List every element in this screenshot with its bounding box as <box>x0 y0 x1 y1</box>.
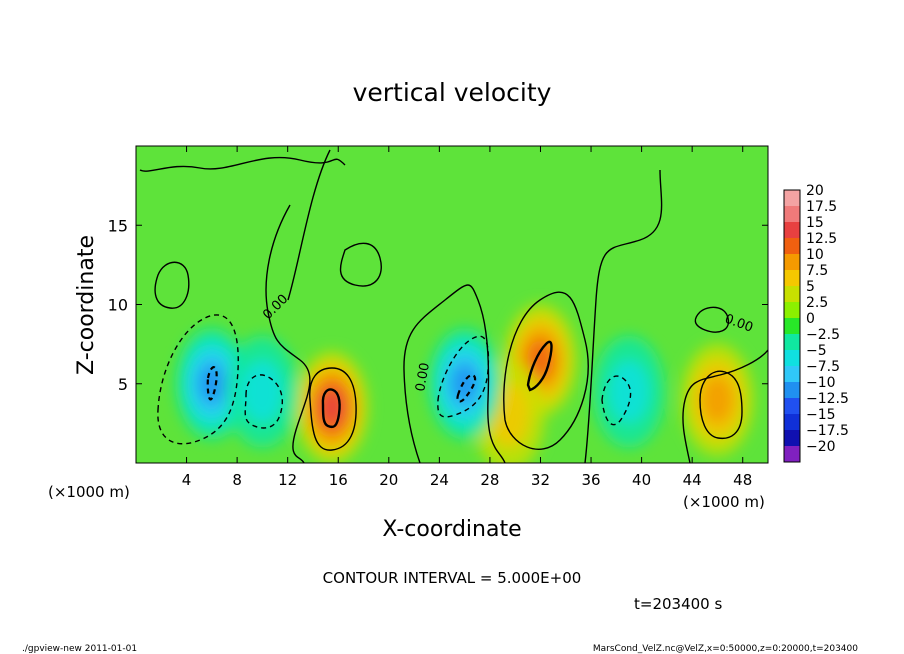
colorbar-frame <box>783 189 801 463</box>
downdraft-core-6-2 <box>241 359 284 424</box>
colorbar-swatch <box>784 286 800 303</box>
contour-lines <box>139 149 768 463</box>
x-axis-ticks: 4 8 12 16 20 24 28 32 36 40 44 48 <box>182 146 752 489</box>
colorbar-swatch <box>784 222 800 239</box>
colorbar-label: 15 <box>806 215 824 231</box>
zero-contour-h <box>154 261 190 309</box>
colorbar-label: 17.5 <box>806 199 837 215</box>
chart-title: vertical velocity <box>353 78 552 107</box>
x-unit-right: (×1000 m) <box>683 493 765 511</box>
colorbar-label: 12.5 <box>806 231 837 247</box>
y-tick-label: 15 <box>108 216 128 235</box>
x-tick-label: 8 <box>232 471 242 489</box>
y-axis-ticks: 5 10 15 <box>108 216 768 394</box>
field-features <box>175 303 754 463</box>
contour-interval-text: CONTOUR INTERVAL = 5.000E+00 <box>323 569 582 587</box>
updraft-core-2-3 <box>701 375 734 424</box>
colorbar-label: −5 <box>806 343 827 359</box>
downdraft-core-4-4 <box>198 363 226 404</box>
colorbar-label: 20 <box>806 183 824 199</box>
x-tick-label: 44 <box>683 471 702 489</box>
zero-contour-a <box>139 156 346 172</box>
colorbar-label: −20 <box>806 439 836 455</box>
contour-neg-5-d <box>601 375 632 426</box>
zero-contour-g <box>339 242 382 287</box>
colorbar-label: 10 <box>806 247 824 263</box>
x-tick-label: 12 <box>278 471 297 489</box>
colorbar-swatch <box>784 302 800 319</box>
colorbar-swatch <box>784 430 800 447</box>
downdraft-core-7-2 <box>607 359 650 424</box>
zero-contour-f <box>682 349 768 463</box>
downdraft-core-5-4 <box>451 363 479 404</box>
colorbar-swatch <box>784 366 800 383</box>
colorbar-swatch <box>784 398 800 415</box>
colorbar-swatch <box>784 446 800 463</box>
contour-label-b: 0.00 <box>413 362 433 393</box>
time-text: t=203400 s <box>634 595 722 613</box>
contour-neg-5-a <box>157 314 239 445</box>
x-tick-label: 32 <box>531 471 550 489</box>
colorbar-swatch <box>784 238 800 255</box>
x-tick-label: 16 <box>329 471 348 489</box>
contour-neg-10-a <box>206 366 218 401</box>
x-axis-label: X-coordinate <box>382 517 521 542</box>
x-tick-label: 4 <box>182 471 192 489</box>
footer-left: ./gpview-new 2011-01-01 <box>22 644 137 654</box>
colorbar-label: −17.5 <box>806 423 849 439</box>
x-tick-label: 48 <box>733 471 752 489</box>
colorbar-label: −2.5 <box>806 327 840 343</box>
colorbar-label: 7.5 <box>806 263 828 279</box>
contour-pos-5-b <box>503 291 589 450</box>
contour-neg-10-b <box>456 374 477 403</box>
colorbar-swatch <box>784 414 800 431</box>
colorbar-swatch <box>784 350 800 367</box>
y-tick-label: 5 <box>118 375 128 394</box>
colorbar-label: −12.5 <box>806 391 849 407</box>
colorbar-swatch <box>784 254 800 271</box>
colorbar-swatch <box>784 334 800 351</box>
zero-contour-b <box>265 204 311 463</box>
y-tick-label: 10 <box>108 296 128 315</box>
x-tick-label: 24 <box>430 471 449 489</box>
plot-area: 0.00 0.00 0.00 <box>135 145 769 464</box>
colorbar-swatch <box>784 318 800 335</box>
contour-pos-10-a <box>321 388 341 429</box>
colorbar-swatch <box>784 190 800 207</box>
y-axis-label: Z-coordinate <box>74 235 99 375</box>
contour-neg-5-c <box>437 335 490 418</box>
contour-neg-5-b <box>244 374 283 429</box>
colorbar-label: −10 <box>806 375 836 391</box>
zero-contour-e <box>584 169 663 463</box>
zero-contour-c <box>287 149 331 301</box>
x-tick-label: 40 <box>632 471 651 489</box>
colorbar-label: 0 <box>806 311 815 327</box>
contour-pos-5-c <box>699 370 743 440</box>
x-tick-label: 28 <box>480 471 499 489</box>
zero-contour-i <box>694 306 730 333</box>
colorbar-label: 5 <box>806 279 815 295</box>
colorbar-label: −7.5 <box>806 359 840 375</box>
colorbar: 2017.51512.5107.552.50−2.5−5−7.5−10−12.5… <box>783 183 849 463</box>
x-tick-label: 36 <box>581 471 600 489</box>
colorbar-swatch <box>784 206 800 223</box>
colorbar-swatch <box>784 382 800 399</box>
zero-contour-d <box>403 284 506 463</box>
x-unit-left: (×1000 m) <box>48 483 130 501</box>
footer-right: MarsCond_VelZ.nc@VelZ,x=0:50000,z=0:2000… <box>593 644 858 654</box>
x-tick-label: 20 <box>379 471 398 489</box>
contour-pos-10-b <box>526 340 553 392</box>
contour-pos-5-a <box>309 367 357 451</box>
colorbar-swatch <box>784 270 800 287</box>
colorbar-label: −15 <box>806 407 836 423</box>
colorbar-label: 2.5 <box>806 295 828 311</box>
